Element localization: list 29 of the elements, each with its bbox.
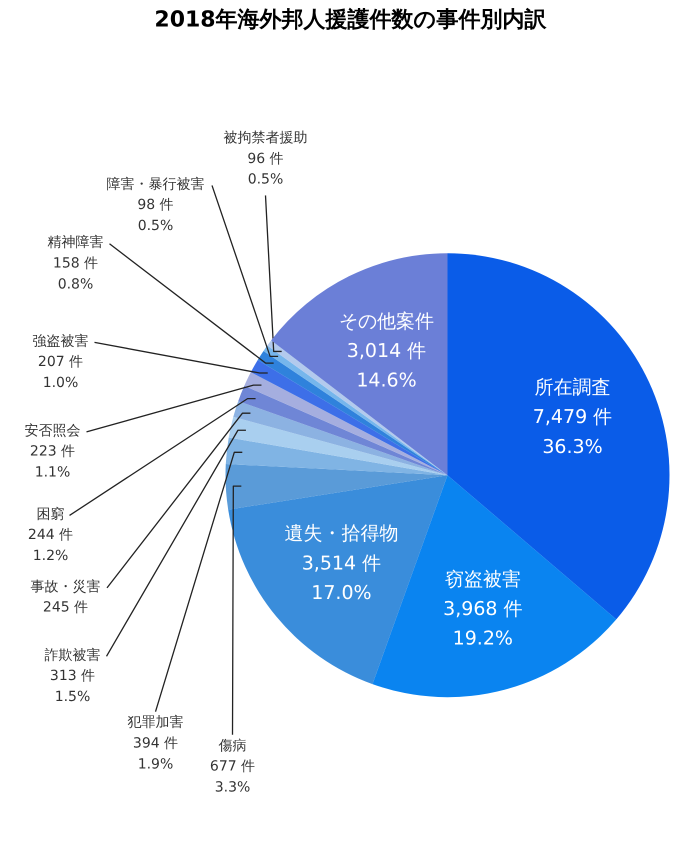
data-label: 96 件 0.5% <box>247 150 284 188</box>
data-label: 244 件 1.2% <box>28 527 74 564</box>
slice-label: 遺失・拾得物 <box>284 522 398 545</box>
data-label: 207 件 1.0% <box>38 354 84 391</box>
slice-label: 事故・災害 <box>30 578 100 595</box>
data-label: 3,514 件 17.0% <box>302 552 382 604</box>
data-label: 313 件 1.5% <box>50 668 96 705</box>
data-label: 3,014 件 14.6% <box>346 340 426 392</box>
data-label: 158 件 0.8% <box>52 256 98 292</box>
slice-label: 犯罪加害 <box>128 714 184 731</box>
chart-title: 2018年海外邦人援護件数の事件別内訳 <box>154 8 548 32</box>
slice-label: 詐欺被害 <box>44 647 100 664</box>
slice-label: 傷病 <box>218 738 246 754</box>
data-label: 245 件 <box>42 600 88 616</box>
slice-label: 強盗被害 <box>32 333 88 350</box>
slice-label: 被拘禁者援助 <box>224 130 308 146</box>
slice-label: 所在調査 <box>534 376 610 399</box>
slice-label: 障害・暴行被害 <box>106 176 204 192</box>
slice-label: 安否照会 <box>24 422 80 439</box>
slice-label: その他案件 <box>339 310 434 332</box>
data-label: 223 件 1.1% <box>30 444 76 480</box>
data-label: 677 件 3.3% <box>210 758 256 796</box>
data-label: 7,479 件 36.3% <box>532 406 612 458</box>
data-label: 98 件 0.5% <box>137 197 174 234</box>
slice-label: 精神障害 <box>48 234 104 251</box>
data-label: 394 件 1.9% <box>132 735 178 772</box>
slice-label: 窃盗被害 <box>444 568 521 590</box>
data-label: 3,968 件 19.2% <box>443 598 523 650</box>
slice-label: 困窮 <box>36 506 64 522</box>
